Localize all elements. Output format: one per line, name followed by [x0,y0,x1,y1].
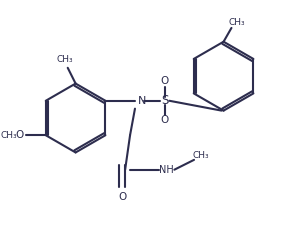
Text: CH₃: CH₃ [228,18,245,27]
Text: CH₃: CH₃ [57,55,73,64]
Text: CH₃: CH₃ [0,131,17,140]
Text: CH₃: CH₃ [193,151,209,160]
Text: S: S [161,94,168,107]
Text: O: O [161,76,169,86]
Text: O: O [118,192,126,202]
Text: NH: NH [159,165,174,175]
Text: O: O [161,115,169,125]
Text: O: O [15,130,23,140]
Text: N: N [138,96,146,106]
